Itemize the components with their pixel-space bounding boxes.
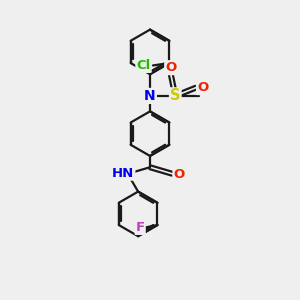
Text: HN: HN [112, 167, 134, 180]
Text: O: O [173, 168, 185, 181]
Text: Cl: Cl [136, 59, 151, 72]
Text: O: O [197, 81, 208, 94]
Text: N: N [144, 89, 156, 103]
Text: S: S [170, 88, 181, 104]
Text: F: F [136, 221, 145, 234]
Text: O: O [165, 61, 176, 74]
